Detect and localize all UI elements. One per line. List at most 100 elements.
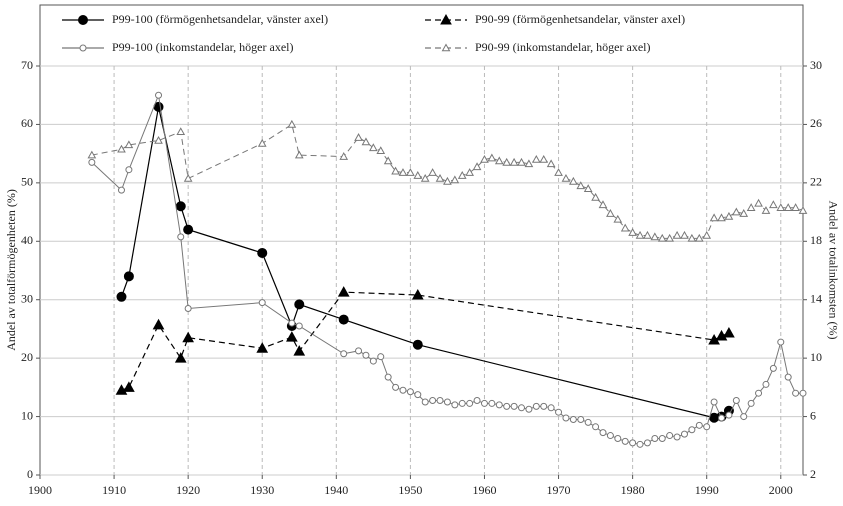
marker (518, 404, 526, 412)
marker (606, 209, 615, 217)
y2-tick-label: 6 (810, 408, 816, 422)
marker (295, 322, 303, 330)
marker (406, 388, 414, 396)
marker (294, 299, 305, 310)
y2-tick-label: 2 (810, 467, 816, 481)
legend-bg (58, 38, 398, 58)
marker (613, 214, 623, 223)
marker (413, 171, 423, 179)
marker (377, 353, 385, 361)
series-line (120, 106, 730, 419)
marker (183, 224, 194, 235)
y-tick-label: 10 (21, 408, 33, 422)
marker (457, 171, 467, 179)
marker (256, 342, 269, 353)
marker (621, 437, 629, 445)
marker (338, 314, 349, 325)
x-tick-label: 1930 (250, 483, 274, 497)
marker (643, 230, 652, 239)
marker (124, 140, 134, 149)
marker (715, 329, 728, 341)
y2-tick-label: 14 (810, 291, 822, 305)
marker (650, 232, 660, 241)
marker (376, 146, 386, 155)
marker (620, 223, 630, 232)
marker (115, 384, 128, 395)
marker (465, 168, 475, 176)
marker (421, 398, 429, 406)
marker (718, 414, 726, 422)
marker (666, 432, 674, 440)
marker (362, 351, 370, 359)
marker (739, 209, 749, 217)
marker (784, 373, 792, 381)
marker (583, 184, 593, 192)
marker (747, 399, 755, 407)
legend-label: P90-99 (inkomstandelar, höger axel) (475, 40, 650, 54)
marker (487, 153, 497, 162)
marker (702, 230, 712, 239)
marker (369, 357, 377, 365)
legend-label: P99-100 (förmögenhetsandelar, vänster ax… (112, 12, 328, 26)
marker (724, 211, 734, 220)
marker (337, 286, 350, 297)
legend-bg (421, 10, 761, 30)
marker (175, 201, 186, 212)
y-tick-label: 20 (21, 350, 33, 364)
legend-bg (421, 38, 761, 58)
marker (731, 207, 741, 216)
marker (546, 159, 556, 168)
marker (450, 175, 460, 184)
legend-label: P90-99 (förmögenhetsandelar, vänster axe… (475, 12, 685, 26)
marker (510, 402, 518, 410)
marker (695, 421, 703, 429)
x-tick-label: 1950 (398, 483, 422, 497)
marker (798, 206, 808, 214)
marker (154, 135, 163, 144)
marker (443, 398, 451, 406)
marker (480, 154, 489, 163)
marker (443, 176, 452, 185)
marker (435, 173, 445, 182)
marker (539, 154, 549, 163)
marker (584, 418, 592, 426)
legend-bg (58, 10, 398, 30)
marker (665, 233, 675, 242)
marker (287, 119, 297, 128)
marker (472, 162, 482, 171)
marker (643, 439, 651, 447)
marker (673, 433, 681, 441)
series-line (91, 93, 803, 445)
y-tick-label: 60 (21, 116, 33, 130)
marker (540, 402, 548, 410)
legend-marker (79, 44, 87, 52)
marker (116, 291, 127, 302)
marker (723, 326, 735, 338)
marker (680, 430, 688, 438)
x-tick-label: 1970 (547, 483, 571, 497)
marker (658, 434, 666, 442)
marker (792, 389, 800, 397)
marker (561, 173, 571, 182)
marker (294, 150, 304, 159)
marker (258, 299, 266, 307)
marker (524, 159, 534, 168)
marker (591, 192, 600, 201)
y2-tick-label: 18 (810, 233, 822, 247)
marker (569, 415, 577, 423)
marker (680, 230, 689, 239)
marker (288, 319, 296, 327)
marker (754, 198, 763, 207)
marker (155, 91, 163, 99)
marker (293, 345, 306, 356)
marker (599, 429, 607, 437)
marker (762, 380, 770, 388)
marker (769, 364, 777, 372)
marker (761, 206, 771, 214)
marker (355, 347, 363, 355)
marker (517, 157, 526, 166)
y-tick-label: 30 (21, 291, 33, 305)
marker (569, 176, 578, 185)
marker (555, 408, 563, 416)
